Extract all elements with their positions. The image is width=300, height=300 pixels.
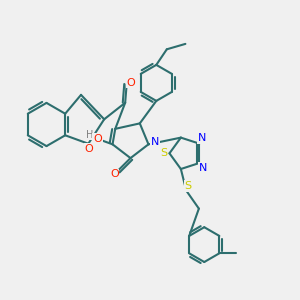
Text: S: S [160, 148, 168, 158]
Text: N: N [151, 137, 159, 147]
Text: O: O [85, 144, 93, 154]
Text: N: N [197, 133, 206, 143]
Text: O: O [110, 169, 119, 179]
Text: O: O [127, 78, 136, 88]
Text: S: S [184, 181, 191, 191]
Text: H: H [86, 130, 93, 140]
Text: O: O [93, 134, 102, 144]
Text: N: N [199, 163, 207, 173]
